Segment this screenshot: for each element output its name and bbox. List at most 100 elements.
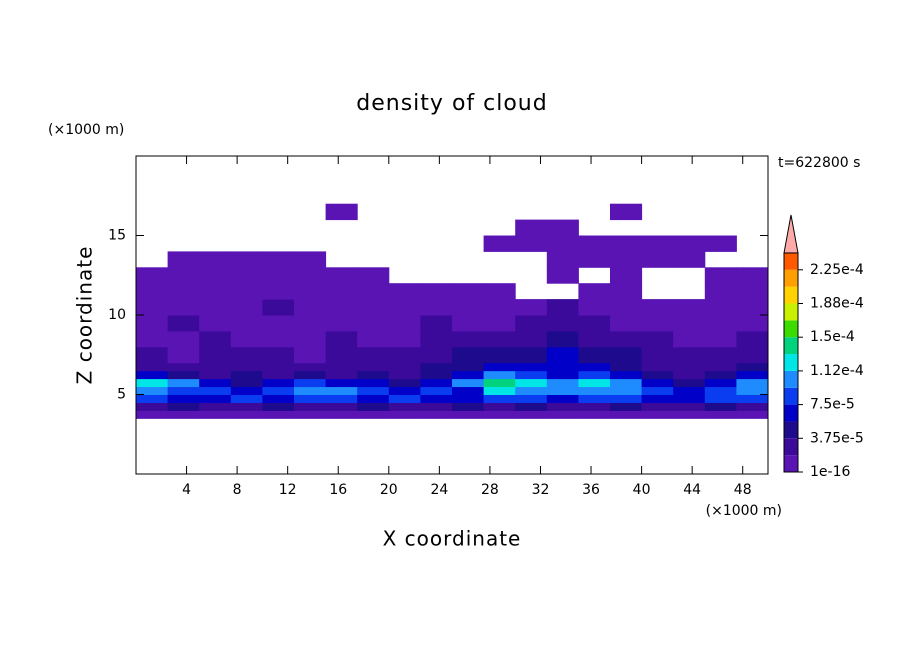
contour-cell	[610, 402, 643, 411]
colorbar-label: 1.5e-4	[810, 329, 855, 345]
contour-cell	[388, 386, 421, 395]
contour-cell	[262, 394, 295, 403]
contour-cell	[704, 330, 737, 348]
contour-cell	[420, 330, 453, 348]
contour-cell	[136, 378, 169, 388]
contour-cell	[641, 370, 674, 380]
contour-cell	[452, 394, 485, 403]
contour-cell	[167, 402, 200, 411]
contour-cell	[483, 315, 516, 332]
contour-cell	[515, 402, 548, 411]
contour-cell	[325, 370, 358, 380]
contour-cell	[515, 378, 548, 388]
contour-cell	[325, 330, 358, 348]
contour-cell	[483, 235, 516, 252]
contour-cell	[736, 410, 769, 419]
contour-cell	[294, 315, 327, 332]
contour-cell	[357, 267, 390, 284]
contour-cell	[230, 394, 263, 403]
contour-cell	[230, 370, 263, 380]
contour-cell	[641, 330, 674, 348]
contour-cell	[704, 370, 737, 380]
contour-cell	[199, 330, 232, 348]
contour-cell	[388, 315, 421, 332]
contour-cell	[199, 370, 232, 380]
contour-cell	[294, 370, 327, 380]
contour-cell	[736, 299, 769, 316]
contour-cell	[673, 251, 706, 268]
contour-cell	[641, 299, 674, 316]
contour-cell	[673, 402, 706, 411]
contour-cell	[294, 267, 327, 284]
colorbar-band	[784, 455, 798, 472]
contour-cell	[199, 283, 232, 300]
colorbar-band	[784, 354, 798, 371]
contour-cell	[578, 235, 611, 252]
colorbar-band	[784, 421, 798, 439]
contour-cell	[610, 394, 643, 403]
contour-cell	[420, 370, 453, 380]
contour-cell	[294, 299, 327, 316]
contour-cell	[673, 362, 706, 372]
contour-cell	[673, 378, 706, 388]
contour-cell	[294, 378, 327, 388]
contour-cell	[262, 251, 295, 268]
contour-cell	[452, 362, 485, 372]
contour-cell	[515, 330, 548, 348]
contour-cell	[610, 315, 643, 332]
contour-cell	[230, 362, 263, 372]
contour-cell	[515, 219, 548, 236]
colorbar-label: 1.12e-4	[810, 363, 864, 379]
contour-cell	[357, 315, 390, 332]
contour-cell	[483, 410, 516, 419]
contour-cell	[673, 299, 706, 316]
contour-cell	[136, 370, 169, 380]
x-tick-label: 16	[329, 482, 347, 498]
x-axis-label: X coordinate	[383, 527, 522, 551]
contour-cell	[230, 386, 263, 395]
contour-cell	[483, 386, 516, 395]
contour-cell	[167, 267, 200, 284]
contour-cell	[167, 386, 200, 395]
contour-cell	[357, 362, 390, 372]
contour-cell	[736, 362, 769, 372]
contour-cell	[641, 251, 674, 268]
contour-cell	[230, 330, 263, 348]
contour-cell	[230, 346, 263, 364]
contour-cell	[199, 251, 232, 268]
contour-cell	[452, 402, 485, 411]
contour-cell	[294, 394, 327, 403]
contour-cell	[167, 315, 200, 332]
contour-cell	[357, 378, 390, 388]
contour-cell	[673, 315, 706, 332]
contour-cell	[294, 251, 327, 268]
contour-cell	[420, 378, 453, 388]
contour-cell	[230, 402, 263, 411]
contour-cell	[136, 386, 169, 395]
contour-cell	[736, 378, 769, 388]
contour-cell	[294, 386, 327, 395]
contour-cell	[515, 235, 548, 252]
colorbar-label: 3.75e-5	[810, 430, 864, 446]
y-tick-label: 10	[108, 307, 126, 323]
contour-cell	[199, 402, 232, 411]
contour-cell	[325, 394, 358, 403]
contour-cell	[230, 267, 263, 284]
contour-cell	[230, 251, 263, 268]
contour-cell	[262, 267, 295, 284]
contour-cell	[578, 299, 611, 316]
contour-cell	[610, 346, 643, 364]
x-tick-label: 40	[633, 482, 651, 498]
contour-cell	[546, 235, 579, 252]
contour-cell	[610, 203, 643, 221]
contour-cell	[388, 370, 421, 380]
contour-cell	[420, 315, 453, 332]
contour-cell	[578, 378, 611, 388]
contour-cell	[452, 386, 485, 395]
x-tick-label: 20	[380, 482, 398, 498]
contour-cell	[230, 299, 263, 316]
contour-cell	[325, 299, 358, 316]
contour-cell	[515, 346, 548, 364]
contour-cell	[325, 402, 358, 411]
contour-cell	[578, 394, 611, 403]
